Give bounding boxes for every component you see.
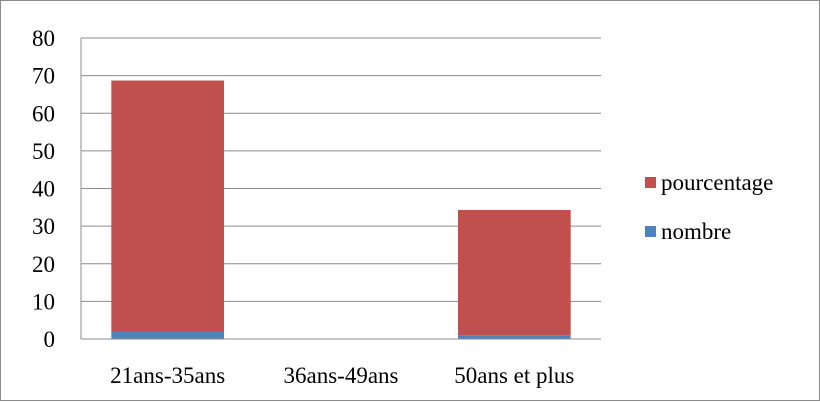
y-tick-label: 10 xyxy=(32,289,55,314)
x-category-label: 21ans-35ans xyxy=(110,363,225,388)
bar-nombre-0 xyxy=(111,331,224,339)
legend: pourcentage nombre xyxy=(645,170,773,244)
y-tick-label: 50 xyxy=(32,139,55,164)
bars xyxy=(111,80,571,339)
y-tick-label: 40 xyxy=(32,177,55,202)
bar-pourcentage-2 xyxy=(458,209,571,336)
y-tick-label: 30 xyxy=(32,214,55,239)
bar-pourcentage-0 xyxy=(111,80,224,332)
x-category-label: 50ans et plus xyxy=(454,363,574,388)
legend-label-pourcentage: pourcentage xyxy=(661,170,773,195)
y-tick-label: 70 xyxy=(32,64,55,89)
bar-nombre-2 xyxy=(458,335,571,339)
legend-label-nombre: nombre xyxy=(661,219,731,244)
y-tick-label: 60 xyxy=(32,101,55,126)
x-axis: 21ans-35ans 36ans-49ans 50ans et plus xyxy=(81,338,601,388)
y-axis: 0 10 20 30 40 50 60 70 80 xyxy=(32,26,82,352)
legend-swatch-pourcentage xyxy=(645,177,656,188)
y-tick-label: 80 xyxy=(32,26,55,51)
legend-swatch-nombre xyxy=(645,226,656,237)
y-tick-label: 0 xyxy=(44,327,56,352)
x-category-label: 36ans-49ans xyxy=(284,363,399,388)
y-tick-label: 20 xyxy=(32,252,55,277)
